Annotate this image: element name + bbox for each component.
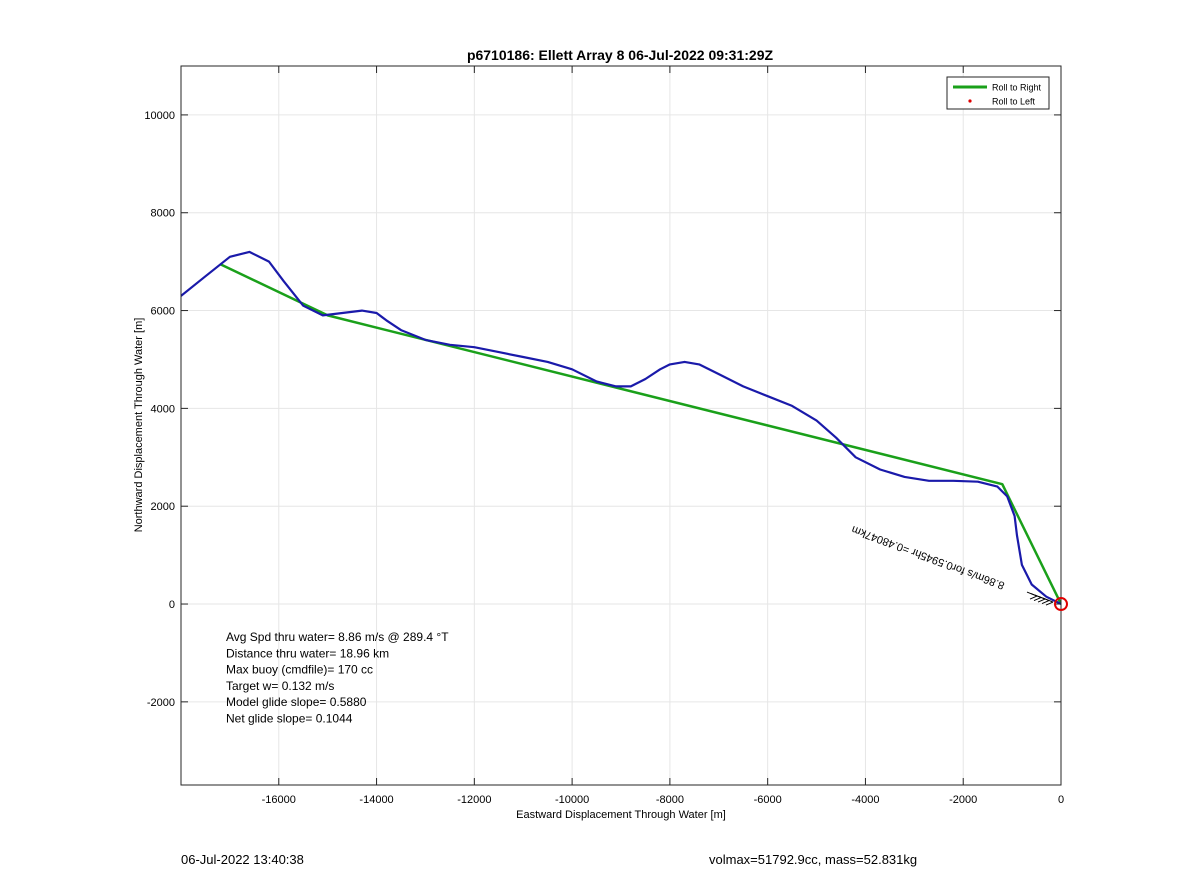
y-tick-label: 8000 — [151, 208, 175, 220]
x-tick-label: -2000 — [949, 794, 977, 806]
x-tick-label: -6000 — [754, 794, 782, 806]
legend-dot-swatch — [968, 99, 972, 103]
plot-frame — [180, 65, 1062, 786]
stats-annotation-line: Distance thru water= 18.96 km — [226, 646, 389, 660]
legend: Roll to Right Roll to Left — [946, 76, 1050, 110]
y-tick-label: 4000 — [151, 403, 175, 415]
y-tick-label: 10000 — [144, 110, 175, 122]
stats-annotation-line: Max buoy (cmdfile)= 170 cc — [226, 663, 373, 677]
x-tick-label: -10000 — [555, 794, 589, 806]
axis-ticks: -16000 -14000 -12000 -10000 -8000 -6000 -4000 -… — [144, 66, 1064, 806]
legend-label: Roll to Left — [992, 97, 1036, 107]
stats-annotation-line: Net glide slope= 0.1044 — [226, 712, 353, 726]
series-track-line — [181, 250, 1061, 605]
origin-marker — [1054, 597, 1068, 612]
stats-annotation-line: Target w= 0.132 m/s — [226, 679, 334, 693]
x-tick-label: 0 — [1058, 794, 1064, 806]
y-axis-label: Northward Displacement Through Water [m] — [133, 318, 145, 533]
footer-volmax-mass: volmax=51792.9cc, mass=52.831kg — [709, 852, 918, 867]
x-tick-label: -12000 — [457, 794, 491, 806]
x-axis-label: Eastward Displacement Through Water [m] — [516, 809, 726, 821]
stats-annotation-line: Avg Spd thru water= 8.86 m/s @ 289.4 °T — [226, 630, 449, 644]
stats-annotation-line: Model glide slope= 0.5880 — [226, 695, 367, 709]
y-tick-label: -2000 — [147, 697, 175, 709]
series-roll-to-right-line — [219, 262, 1061, 605]
x-tick-label: -4000 — [851, 794, 879, 806]
footer-timestamp: 06-Jul-2022 13:40:38 — [181, 852, 304, 867]
x-tick-label: -16000 — [262, 794, 296, 806]
grid-lines — [181, 66, 1062, 785]
rotated-speed-annotation: 8.86m/s for0.5945hr =0.48047km — [850, 523, 1006, 591]
y-tick-label: 2000 — [151, 501, 175, 513]
y-tick-label: 6000 — [151, 306, 175, 318]
x-tick-label: -14000 — [359, 794, 393, 806]
legend-box — [946, 76, 1050, 110]
stats-annotations: Avg Spd thru water= 8.86 m/s @ 289.4 °T D… — [226, 630, 449, 726]
legend-label: Roll to Right — [992, 83, 1042, 93]
plot-area — [181, 250, 1061, 606]
series-layer — [181, 250, 1061, 606]
y-tick-label: 0 — [169, 599, 175, 611]
chart-title: p6710186: Ellett Array 8 06-Jul-2022 09:… — [467, 47, 774, 63]
current-arrow — [1026, 591, 1038, 600]
x-tick-label: -8000 — [656, 794, 684, 806]
